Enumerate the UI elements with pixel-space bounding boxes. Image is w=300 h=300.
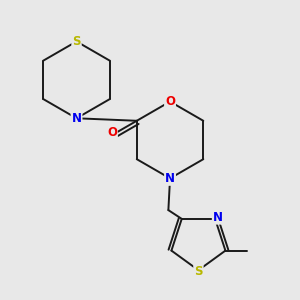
Text: O: O [165, 95, 175, 108]
Text: O: O [107, 126, 117, 139]
Text: S: S [72, 35, 81, 48]
Text: N: N [213, 211, 223, 224]
Text: S: S [194, 266, 203, 278]
Text: N: N [165, 172, 175, 185]
Text: N: N [71, 112, 82, 125]
